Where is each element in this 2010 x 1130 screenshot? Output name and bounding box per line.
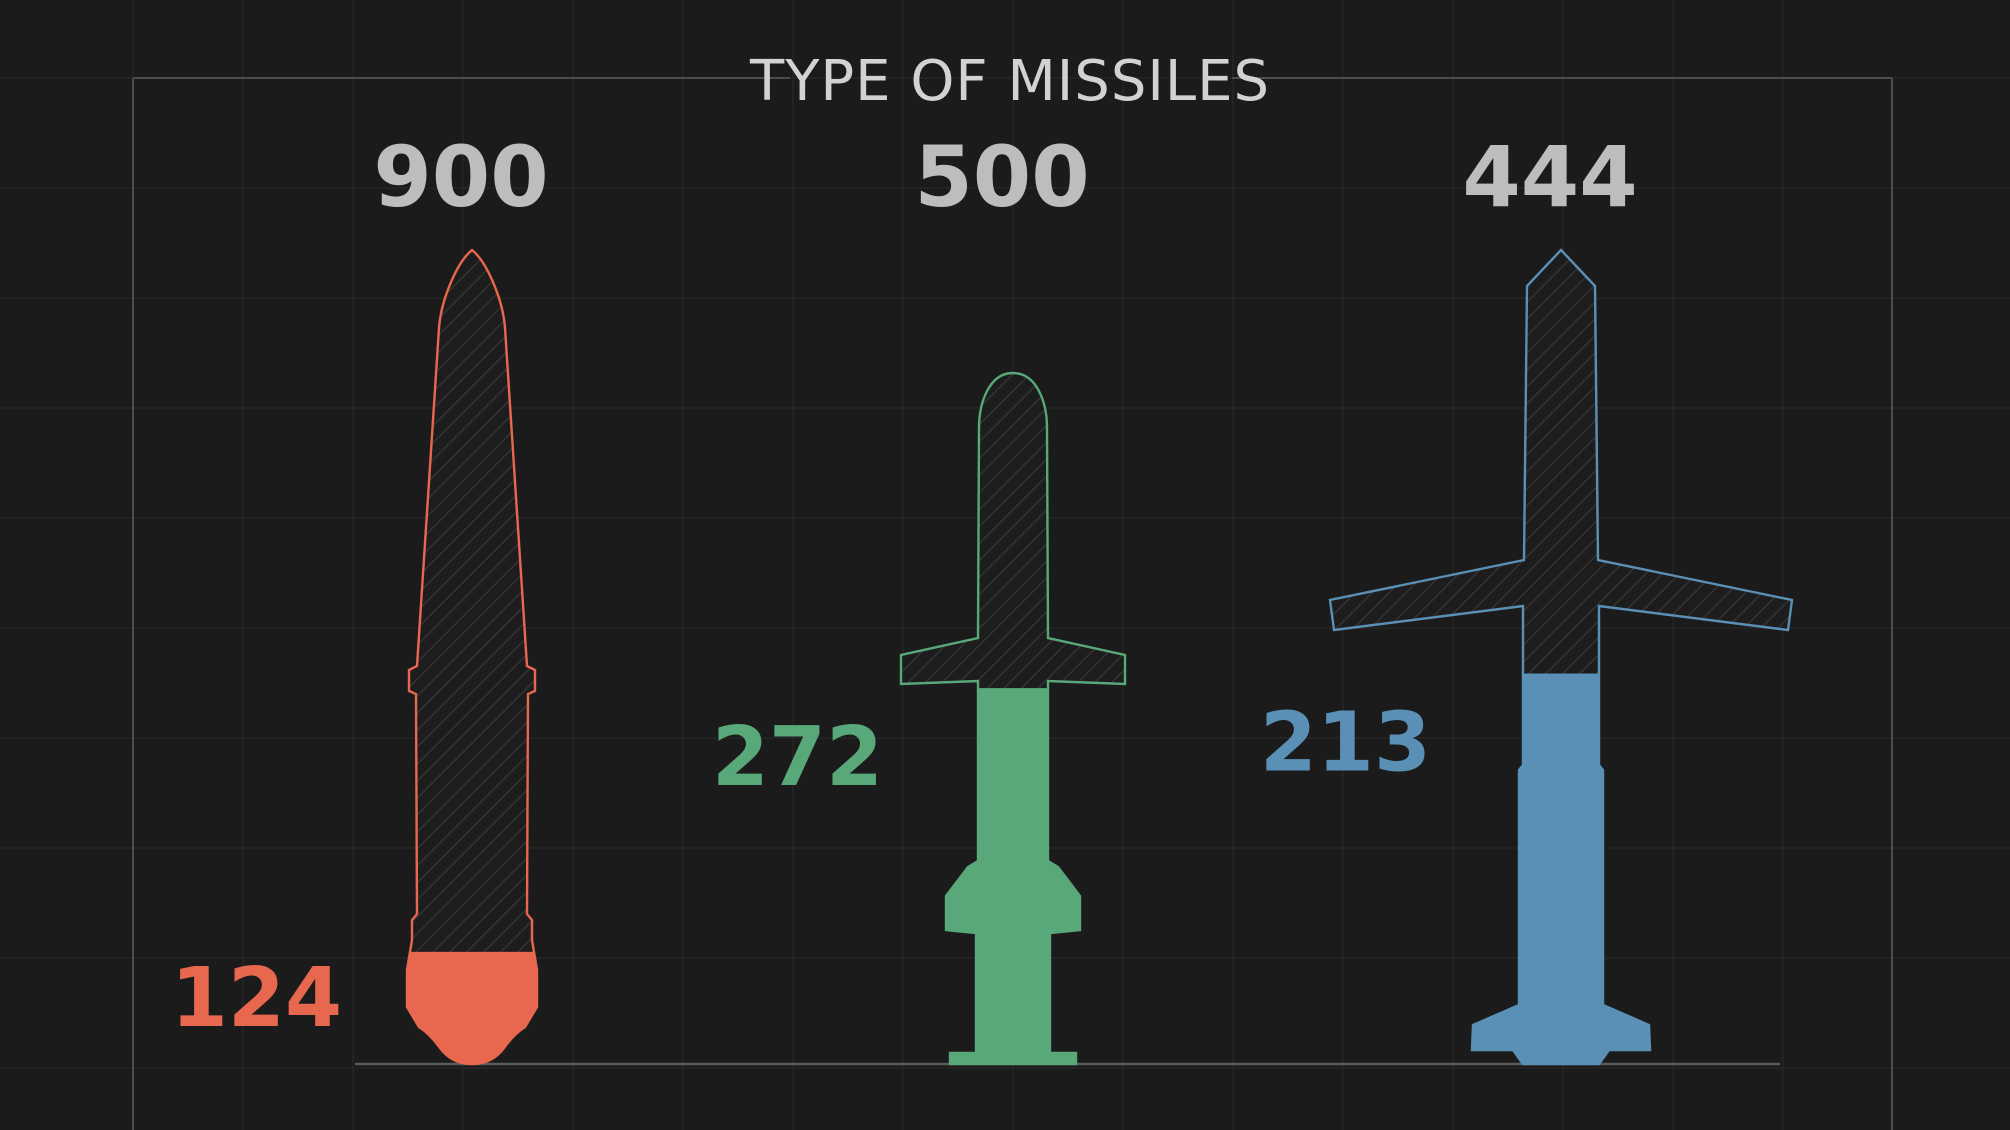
winged-missile-outline [1328, 248, 1794, 1066]
winged-missile-body [1330, 250, 1792, 1064]
count-label: 124 [171, 951, 342, 1046]
total-label: 500 [914, 128, 1089, 226]
winged-missile [1328, 248, 1794, 1066]
count-label: 213 [1260, 696, 1431, 791]
missile-group [405, 248, 1794, 1066]
cruise-missile-outline [899, 371, 1127, 1066]
chart-labels: TYPE OF MISSILES 900 124 500 272 444 213 [171, 49, 1638, 1046]
total-label: 900 [373, 128, 548, 226]
count-label: 272 [712, 710, 883, 805]
ballistic-missile-outline [405, 248, 539, 1066]
ballistic-missile [405, 248, 539, 1066]
chart-title: TYPE OF MISSILES [749, 49, 1270, 114]
ballistic-missile-body [407, 250, 537, 1064]
total-label: 444 [1462, 128, 1637, 226]
